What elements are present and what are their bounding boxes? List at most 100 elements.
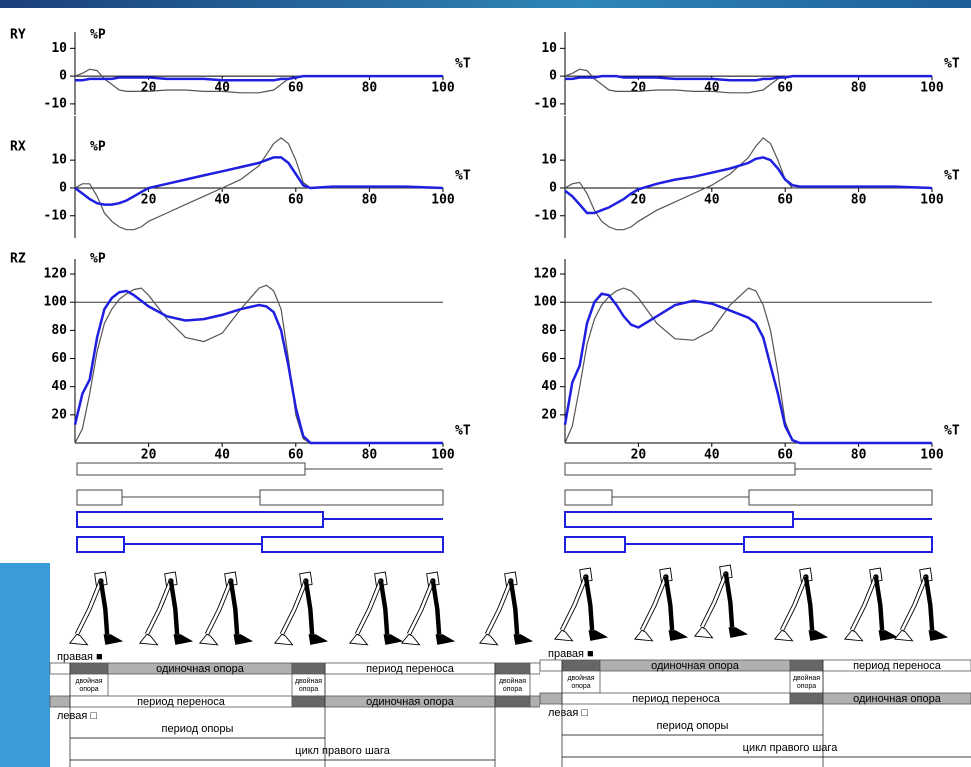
x-tick-label: 40 — [214, 81, 230, 96]
x-tick-label: 80 — [851, 81, 867, 96]
leg-figures — [70, 565, 948, 645]
x-tick-label: 100 — [431, 192, 455, 207]
x-tick-label: 60 — [777, 81, 793, 96]
x-axis-label: %T — [944, 424, 960, 439]
y-tick-label: 100 — [534, 295, 558, 310]
phase-cell — [530, 663, 540, 674]
x-tick-label: 80 — [362, 448, 378, 463]
swing-left: период переноса — [137, 696, 226, 708]
x-axis-label: %T — [455, 168, 471, 183]
stance-bars — [77, 463, 932, 552]
x-tick-label: 20 — [631, 448, 647, 463]
left-label: левая □ — [57, 710, 97, 722]
x-axis-label: %T — [944, 57, 960, 72]
stance-period: период опоры — [162, 723, 234, 735]
swing-left: период переноса — [632, 693, 721, 705]
x-tick-label: 20 — [631, 81, 647, 96]
double-support-cell — [790, 693, 823, 704]
x-tick-label: 20 — [631, 192, 647, 207]
swing-right: период переноса — [366, 663, 455, 675]
y-tick-label: 0 — [549, 69, 557, 84]
y-axis-label: %P — [90, 28, 106, 43]
double-support-cell — [292, 696, 325, 707]
series-line — [565, 138, 932, 230]
y-axis-label: %P — [90, 140, 106, 155]
right-label: правая ■ — [57, 651, 103, 663]
x-tick-label: 60 — [288, 81, 304, 96]
series-line — [565, 157, 932, 213]
double-support-cell — [495, 663, 530, 674]
y-tick-label: 10 — [541, 153, 557, 168]
y-tick-label: 80 — [541, 323, 557, 338]
x-axis-label: %T — [455, 57, 471, 72]
swing-right: период переноса — [853, 660, 942, 672]
x-tick-label: 20 — [141, 81, 157, 96]
single-support-left: одиночная опора — [366, 696, 455, 708]
y-tick-label: 0 — [59, 69, 67, 84]
double-support-cell — [292, 663, 325, 674]
double-support-cell — [70, 663, 108, 674]
phase-cell — [540, 693, 562, 704]
y-tick-label: -10 — [534, 208, 558, 223]
series-line — [75, 138, 443, 230]
series-line — [75, 76, 443, 80]
x-tick-label: 60 — [777, 448, 793, 463]
y-tick-label: 20 — [51, 407, 67, 422]
double-support-cell — [562, 660, 600, 671]
chart-title: RY — [10, 28, 26, 43]
gait-cycle: цикл правого шага — [743, 742, 839, 754]
chart-title: RX — [10, 140, 26, 155]
x-tick-label: 20 — [141, 448, 157, 463]
x-tick-label: 80 — [362, 81, 378, 96]
right-label: правая ■ — [548, 648, 594, 660]
x-tick-label: 80 — [851, 448, 867, 463]
phase-cell — [50, 663, 70, 674]
gait-cycle: цикл правого шага — [295, 745, 391, 757]
y-tick-label: 120 — [534, 267, 558, 282]
single-support-right: одиночная опора — [651, 660, 740, 672]
y-tick-label: -10 — [44, 208, 68, 223]
y-tick-label: 60 — [51, 351, 67, 366]
x-tick-label: 40 — [704, 448, 720, 463]
series-line — [75, 291, 443, 443]
page: правая ■одиночная опорапериод переносадв… — [0, 0, 971, 767]
y-tick-label: 120 — [44, 267, 68, 282]
series-line — [75, 285, 443, 443]
series-line — [75, 157, 443, 204]
y-axis-label: %P — [90, 252, 106, 267]
left-label: левая □ — [548, 707, 588, 719]
y-tick-label: 10 — [51, 41, 67, 56]
x-tick-label: 80 — [362, 192, 378, 207]
y-tick-label: 0 — [549, 180, 557, 195]
x-tick-label: 40 — [214, 192, 230, 207]
x-tick-label: 40 — [704, 192, 720, 207]
phase-cell — [530, 696, 540, 707]
chart-title: RZ — [10, 252, 26, 267]
charts: -1001020406080100RY%P%T-1001020406080100… — [10, 28, 960, 463]
x-tick-label: 40 — [704, 81, 720, 96]
side-panel — [0, 563, 50, 767]
x-tick-label: 60 — [777, 192, 793, 207]
y-tick-label: 100 — [44, 295, 68, 310]
x-tick-label: 100 — [431, 81, 455, 96]
x-tick-label: 100 — [920, 81, 944, 96]
top-strip — [0, 0, 971, 8]
x-axis-label: %T — [944, 168, 960, 183]
y-tick-label: 60 — [541, 351, 557, 366]
y-tick-label: 80 — [51, 323, 67, 338]
x-tick-label: 60 — [288, 448, 304, 463]
series-line — [565, 76, 932, 80]
y-tick-label: 0 — [59, 180, 67, 195]
stance-period: период опоры — [657, 720, 729, 732]
double-support-cell — [790, 660, 823, 671]
x-tick-label: 100 — [920, 192, 944, 207]
y-tick-label: 40 — [541, 379, 557, 394]
phase-cell — [540, 660, 562, 671]
single-support-left: одиночная опора — [853, 693, 942, 705]
x-tick-label: 100 — [431, 448, 455, 463]
x-tick-label: 20 — [141, 192, 157, 207]
phase-cell — [50, 696, 70, 707]
y-tick-label: -10 — [44, 96, 68, 111]
y-tick-label: 10 — [51, 153, 67, 168]
